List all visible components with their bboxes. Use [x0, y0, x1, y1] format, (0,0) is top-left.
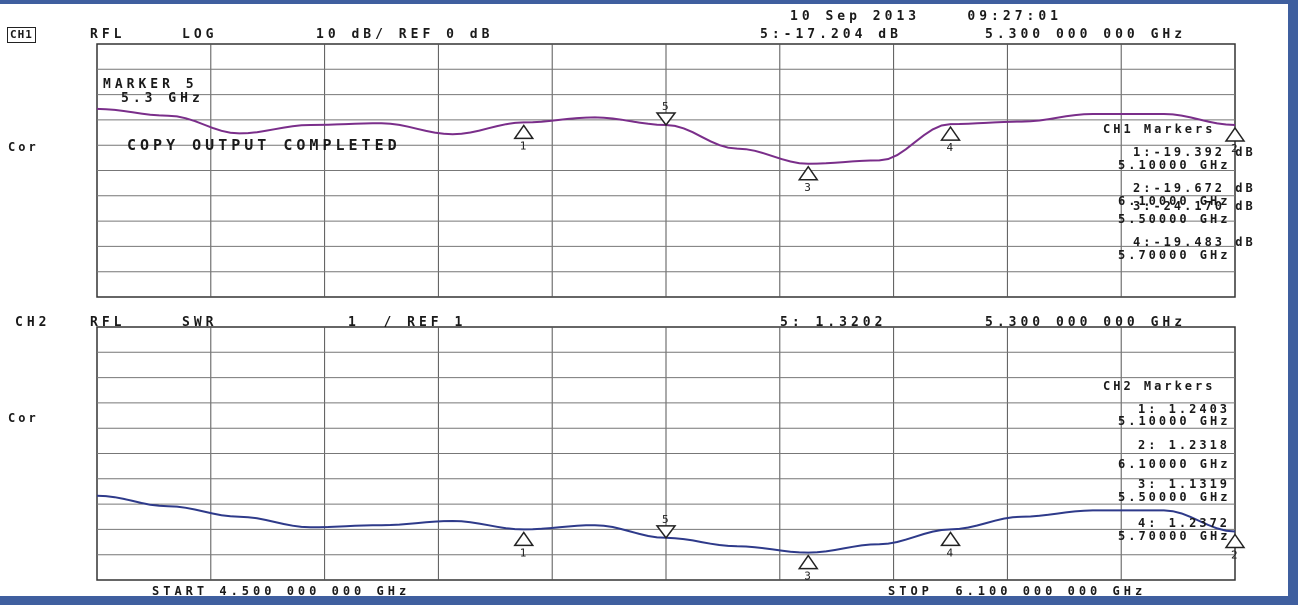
ch1-mode: RFL — [90, 27, 126, 42]
ch2-marker-2-value: 2: 1.2318 — [1138, 438, 1231, 452]
ch1-marker-4-value: 4:-19.483 dB — [1133, 235, 1256, 249]
ch2-marker-3-freq: 5.50000 GHz — [1118, 490, 1231, 504]
ch2-markers-title: CH2 Markers — [1103, 379, 1216, 393]
ch2-label: CH2 — [15, 315, 51, 330]
ch2-marker-1-value: 1: 1.2403 — [1138, 402, 1231, 416]
ch1-marker-freq: 5.3 GHz — [121, 91, 204, 106]
ch2-marker-2-freq: 6.10000 GHz — [1118, 457, 1231, 471]
ch1-grid — [96, 43, 1236, 298]
ch1-marker-5 — [655, 112, 677, 127]
ch1-marker-1-freq: 5.10000 GHz — [1118, 158, 1231, 172]
ch2-active-readout: 5: 1.3202 — [780, 315, 887, 330]
ch1-label: CH1 — [7, 27, 36, 43]
ch2-marker-2-num: 2 — [1231, 549, 1238, 562]
ch1-active-readout: 5:-17.204 dB — [760, 27, 902, 42]
ch2-marker-3-value: 3: 1.1319 — [1138, 477, 1231, 491]
stop-freq: STOP 6.100 000 000 GHz — [888, 584, 1147, 598]
ch2-scale: 1 / REF 1 — [348, 315, 467, 330]
ch1-active-freq: 5.300 000 000 GHz — [985, 27, 1187, 42]
ch2-marker-4-num: 4 — [947, 546, 954, 559]
ch1-marker-4-num: 4 — [947, 141, 954, 154]
ch1-scale: 10 dB/ REF 0 dB — [316, 27, 494, 42]
ch1-marker-label: MARKER 5 — [103, 77, 198, 92]
ch1-marker-1-value: 1:-19.392 dB — [1133, 145, 1256, 159]
ch2-marker-4-value: 4: 1.2372 — [1138, 516, 1231, 530]
ch2-marker-1 — [513, 531, 535, 547]
ch2-marker-3-num: 3 — [804, 570, 811, 583]
ch2-cor: Cor — [8, 411, 39, 425]
ch2-marker-5-num: 5 — [662, 513, 669, 526]
ch1-marker-1-num: 1 — [520, 139, 527, 152]
right-border — [1288, 0, 1298, 605]
ch1-marker-2-num: 2 — [1231, 142, 1238, 155]
ch1-marker-3-value: 3:-24.170 dB — [1133, 199, 1256, 213]
ch1-marker-4 — [940, 125, 961, 141]
top-border — [0, 0, 1298, 4]
ch2-marker-3 — [797, 554, 819, 570]
ch1-marker-3-num: 3 — [804, 181, 811, 194]
datetime: 10 Sep 2013 09:27:01 — [790, 9, 1063, 24]
ch2-marker-1-freq: 5.10000 GHz — [1118, 414, 1231, 428]
ch1-format: LOG — [182, 27, 218, 42]
ch1-markers-title: CH1 Markers — [1103, 122, 1216, 136]
ch2-marker-5 — [655, 525, 677, 540]
ch2-marker-2 — [1224, 533, 1246, 549]
bottom-border — [0, 596, 1298, 605]
ch1-marker-4-freq: 5.70000 GHz — [1118, 248, 1231, 262]
ch1-marker-5-num: 5 — [662, 100, 669, 113]
ch2-active-freq: 5.300 000 000 GHz — [985, 315, 1187, 330]
ch1-marker-2-value: 2:-19.672 dB — [1133, 181, 1256, 195]
ch1-marker-2-freq: 6.10000 GHz — [1118, 194, 1231, 208]
ch2-format: SWR — [182, 315, 218, 330]
ch1-message: COPY OUTPUT COMPLETED — [127, 136, 401, 154]
ch1-marker-3 — [797, 165, 819, 181]
ch1-cor: Cor — [8, 140, 39, 154]
start-freq: START 4.500 000 000 GHz — [152, 584, 411, 598]
ch2-marker-4-freq: 5.70000 GHz — [1118, 529, 1231, 543]
ch1-marker-3-freq: 5.50000 GHz — [1118, 212, 1231, 226]
ch1-marker-2 — [1224, 126, 1246, 142]
ch2-mode: RFL — [90, 315, 126, 330]
ch2-marker-4 — [940, 531, 961, 547]
ch2-grid — [96, 326, 1236, 581]
ch2-marker-1-num: 1 — [520, 546, 527, 559]
ch1-marker-1 — [513, 124, 535, 140]
marker-triangles: 1 2 3 4 5 1 2 3 4 5 — [513, 100, 1246, 583]
